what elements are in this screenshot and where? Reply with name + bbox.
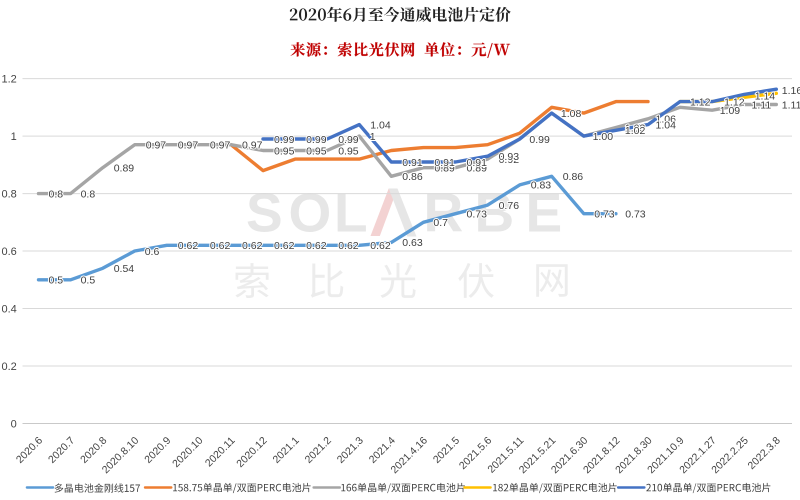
svg-text:0.2: 0.2 bbox=[2, 361, 17, 373]
svg-text:0.95: 0.95 bbox=[306, 145, 327, 157]
svg-text:0.6: 0.6 bbox=[145, 246, 160, 258]
svg-text:0.4: 0.4 bbox=[2, 303, 17, 315]
svg-text:0.99: 0.99 bbox=[306, 134, 327, 146]
svg-text:1.04: 1.04 bbox=[656, 119, 677, 131]
svg-text:0.89: 0.89 bbox=[467, 163, 488, 175]
svg-text:0.97: 0.97 bbox=[178, 140, 199, 152]
svg-text:0.89: 0.89 bbox=[114, 163, 135, 175]
svg-text:0.91: 0.91 bbox=[434, 157, 455, 169]
svg-text:0.99: 0.99 bbox=[529, 134, 550, 146]
svg-text:L: L bbox=[334, 182, 368, 244]
svg-text:0.76: 0.76 bbox=[499, 200, 520, 212]
svg-text:0.6: 0.6 bbox=[2, 246, 17, 258]
svg-text:0.73: 0.73 bbox=[594, 209, 615, 221]
svg-text:1.06: 1.06 bbox=[656, 114, 677, 126]
svg-text:1.08: 1.08 bbox=[561, 108, 582, 120]
svg-text:0.97: 0.97 bbox=[242, 140, 263, 152]
svg-text:0.91: 0.91 bbox=[467, 157, 488, 169]
svg-text:0.7: 0.7 bbox=[433, 217, 448, 229]
svg-text:0.54: 0.54 bbox=[114, 263, 135, 275]
svg-text:0.73: 0.73 bbox=[467, 209, 488, 221]
svg-text:0.8: 0.8 bbox=[49, 188, 64, 200]
svg-text:1.04: 1.04 bbox=[370, 119, 391, 131]
svg-text:1.09: 1.09 bbox=[720, 105, 741, 117]
svg-text:0.62: 0.62 bbox=[306, 240, 327, 252]
svg-text:E: E bbox=[526, 182, 563, 244]
svg-text:1.2: 1.2 bbox=[2, 73, 17, 85]
svg-text:0.93: 0.93 bbox=[499, 151, 520, 163]
svg-text:0.5: 0.5 bbox=[49, 275, 64, 287]
svg-text:0.95: 0.95 bbox=[338, 145, 359, 157]
svg-text:0.8: 0.8 bbox=[81, 188, 96, 200]
svg-text:0.97: 0.97 bbox=[146, 140, 167, 152]
svg-text:S: S bbox=[246, 182, 283, 244]
svg-text:1: 1 bbox=[11, 131, 17, 143]
svg-text:1.12: 1.12 bbox=[690, 96, 711, 108]
svg-text:1.12: 1.12 bbox=[724, 96, 745, 108]
svg-text:0.86: 0.86 bbox=[402, 171, 423, 183]
svg-text:1.00: 1.00 bbox=[593, 131, 614, 143]
svg-text:0.92: 0.92 bbox=[499, 154, 520, 166]
svg-text:0.95: 0.95 bbox=[274, 145, 295, 157]
svg-text:1.03: 1.03 bbox=[625, 122, 646, 134]
svg-text:0.62: 0.62 bbox=[274, 240, 295, 252]
svg-text:O: O bbox=[289, 182, 332, 244]
svg-text:0.62: 0.62 bbox=[242, 240, 263, 252]
svg-text:0.63: 0.63 bbox=[402, 237, 423, 249]
svg-text:0.89: 0.89 bbox=[434, 163, 455, 175]
svg-text:0.62: 0.62 bbox=[338, 240, 359, 252]
svg-text:1.11: 1.11 bbox=[752, 99, 772, 111]
svg-text:0.62: 0.62 bbox=[210, 240, 231, 252]
svg-text:0.62: 0.62 bbox=[178, 240, 199, 252]
svg-text:0.86: 0.86 bbox=[563, 171, 584, 183]
svg-text:0.5: 0.5 bbox=[81, 275, 96, 287]
svg-text:0.97: 0.97 bbox=[210, 140, 231, 152]
svg-text:0.83: 0.83 bbox=[531, 180, 552, 192]
svg-text:1.14: 1.14 bbox=[755, 91, 776, 103]
svg-text:1.16: 1.16 bbox=[782, 85, 800, 97]
svg-text:0.62: 0.62 bbox=[370, 240, 391, 252]
svg-text:0.8: 0.8 bbox=[2, 188, 17, 200]
svg-text:0.99: 0.99 bbox=[338, 134, 359, 146]
svg-text:1.02: 1.02 bbox=[625, 125, 646, 137]
svg-text:0.91: 0.91 bbox=[402, 157, 423, 169]
svg-text:1: 1 bbox=[370, 131, 376, 143]
svg-text:1.11: 1.11 bbox=[782, 99, 800, 111]
svg-text:0.99: 0.99 bbox=[274, 134, 295, 146]
svg-text:0.73: 0.73 bbox=[625, 209, 646, 221]
svg-text:0: 0 bbox=[11, 418, 17, 430]
